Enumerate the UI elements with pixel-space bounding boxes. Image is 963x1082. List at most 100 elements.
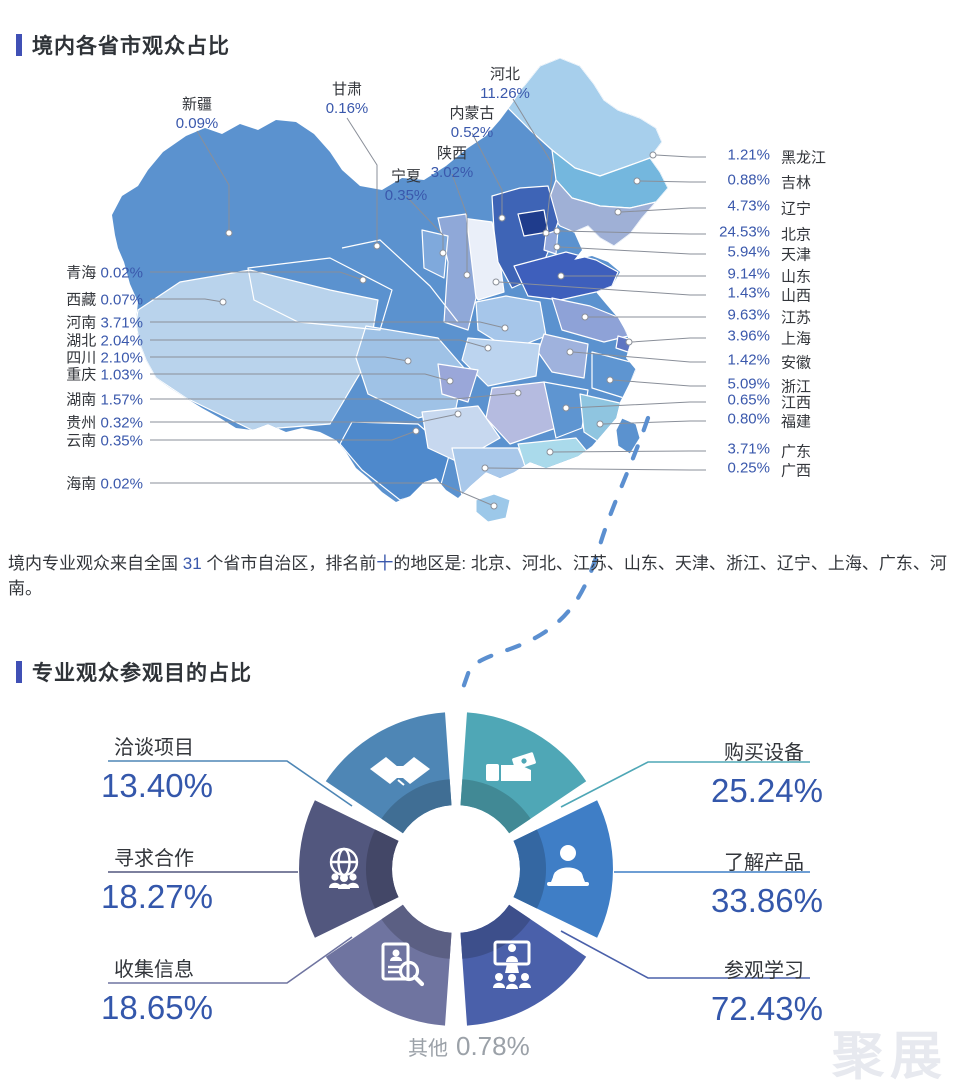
region-value: 1.21% <box>727 146 770 164</box>
map-label-内蒙古: 内蒙古 0.52% <box>412 104 532 142</box>
map-label-山东: 9.14% 山东 <box>682 266 811 287</box>
region-value: 3.71% <box>100 314 143 332</box>
region-name: 浙江 <box>781 378 812 396</box>
map-label-湖南: 湖南 1.57% <box>66 389 143 410</box>
region-name: 上海 <box>781 330 812 348</box>
map-label-辽宁: 4.73% 辽宁 <box>682 198 811 219</box>
region-value: 0.35% <box>100 432 143 450</box>
region-name: 内蒙古 <box>449 105 495 122</box>
region-name: 辽宁 <box>781 200 812 218</box>
region-value: 1.42% <box>727 351 770 369</box>
map-label-陕西: 陕西 3.02% <box>392 144 512 182</box>
region-name: 西藏 <box>66 291 97 309</box>
region-value: 0.32% <box>100 414 143 432</box>
watermark-logo: 聚展 <box>832 1028 949 1082</box>
purpose-label-negotiate: 洽谈项目 13.40% <box>101 737 213 804</box>
region-value: 0.65% <box>727 391 770 409</box>
region-value: 9.14% <box>727 265 770 283</box>
region-name: 福建 <box>781 413 812 431</box>
map-label-宁夏: 宁夏 0.35% <box>346 167 466 205</box>
map-label-山西: 1.43% 山西 <box>682 285 811 306</box>
region-value: 2.04% <box>100 332 143 350</box>
region-value: 1.57% <box>100 391 143 409</box>
purpose-label-seek-cooperation: 寻求合作 18.27% <box>101 848 213 915</box>
map-label-江西: 0.65% 江西 <box>682 392 811 413</box>
region-name: 湖南 <box>66 391 97 409</box>
summary-text: 个省市自治区，排名前 <box>201 554 377 573</box>
region-name: 四川 <box>66 349 97 367</box>
china-map <box>112 58 668 523</box>
region-value: 0.02% <box>100 264 143 282</box>
region-value: 0.16% <box>325 100 369 117</box>
purpose-label-visit-study: 参观学习 72.43% <box>711 960 823 1027</box>
purpose-leader-lines <box>108 760 810 984</box>
region-name: 陕西 <box>436 145 467 162</box>
region-name: 广东 <box>781 443 812 461</box>
map-label-河南: 河南 3.71% <box>66 312 143 333</box>
section-title-text: 专业观众参观目的占比 <box>32 662 252 685</box>
summary-highlight: 十 <box>376 554 394 573</box>
region-name: 云南 <box>66 432 97 450</box>
region-name: 甘肃 <box>331 81 362 98</box>
region-name: 吉林 <box>781 174 812 192</box>
region-name: 山东 <box>781 268 812 286</box>
region-value: 4.73% <box>727 197 770 215</box>
region-value: 9.63% <box>727 306 770 324</box>
region-value: 2.10% <box>100 349 143 367</box>
region-value: 0.07% <box>100 291 143 309</box>
region-value: 3.02% <box>430 164 474 181</box>
map-label-甘肃: 甘肃 0.16% <box>287 80 407 118</box>
map-label-江苏: 9.63% 江苏 <box>682 307 811 328</box>
section-title-map: 境内各省市观众占比 <box>16 30 230 60</box>
map-label-西藏: 西藏 0.07% <box>66 289 143 310</box>
region-value: 0.80% <box>727 410 770 428</box>
summary-sentence: 境内专业观众来自全国 31 个省市自治区，排名前十的地区是: 北京、河北、江苏、… <box>8 549 958 599</box>
region-name: 江苏 <box>781 309 812 327</box>
map-label-福建: 0.80% 福建 <box>682 411 811 432</box>
dashed-route-line <box>460 415 651 691</box>
province-count: 31 <box>182 554 202 573</box>
region-name: 山西 <box>781 287 812 305</box>
title-accent-bar <box>16 34 22 56</box>
region-value: 0.35% <box>384 187 428 204</box>
region-name: 宁夏 <box>390 168 421 185</box>
map-label-重庆: 重庆 1.03% <box>66 364 143 385</box>
region-value: 0.09% <box>175 115 219 132</box>
map-label-浙江: 5.09% 浙江 <box>682 376 811 397</box>
region-name: 安徽 <box>781 354 812 372</box>
region-name: 新疆 <box>181 96 212 113</box>
region-value: 0.02% <box>100 475 143 493</box>
region-value: 5.09% <box>727 375 770 393</box>
region-name: 天津 <box>781 246 812 264</box>
region-value: 0.88% <box>727 171 770 189</box>
region-name: 黑龙江 <box>781 149 827 167</box>
title-accent-bar <box>16 661 22 683</box>
handshake-icon <box>370 757 430 786</box>
region-name: 贵州 <box>66 414 97 432</box>
map-label-北京: 24.53% 北京 <box>682 224 811 245</box>
map-label-新疆: 新疆 0.09% <box>137 95 257 133</box>
region-value: 0.25% <box>727 459 770 477</box>
map-label-黑龙江: 1.21% 黑龙江 <box>682 147 826 168</box>
region-name: 北京 <box>781 226 812 244</box>
map-label-吉林: 0.88% 吉林 <box>682 172 811 193</box>
region-value: 3.71% <box>727 440 770 458</box>
map-label-四川: 四川 2.10% <box>66 347 143 368</box>
purpose-label-collect-info: 收集信息 18.65% <box>101 959 213 1026</box>
map-label-广东: 3.71% 广东 <box>682 441 811 462</box>
region-name: 海南 <box>66 475 97 493</box>
region-name: 河北 <box>489 66 520 83</box>
region-value: 5.94% <box>727 243 770 261</box>
map-leader-lines <box>150 98 706 510</box>
map-label-湖北: 湖北 2.04% <box>66 330 143 351</box>
section-title-text: 境内各省市观众占比 <box>32 35 230 58</box>
summary-text: 的地区是: 北京、河北、江苏、山东、天津、浙江、辽宁、上海、广东、河南。 <box>8 554 947 598</box>
region-value: 3.96% <box>727 327 770 345</box>
map-label-青海: 青海 0.02% <box>66 262 143 283</box>
region-name: 重庆 <box>66 366 97 384</box>
map-label-河北: 河北 11.26% <box>445 65 565 103</box>
map-label-云南: 云南 0.35% <box>66 430 143 451</box>
region-name: 广西 <box>781 462 812 480</box>
region-name: 湖北 <box>66 332 97 350</box>
